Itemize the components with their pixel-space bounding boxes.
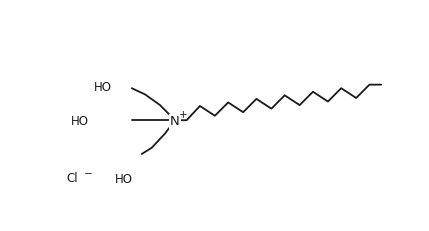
Text: Cl: Cl [66,172,78,185]
Text: +: + [179,110,188,120]
Text: HO: HO [115,173,133,186]
Text: HO: HO [94,81,112,94]
Text: HO: HO [70,116,88,128]
Text: −: − [84,169,92,179]
Text: N: N [170,116,180,128]
